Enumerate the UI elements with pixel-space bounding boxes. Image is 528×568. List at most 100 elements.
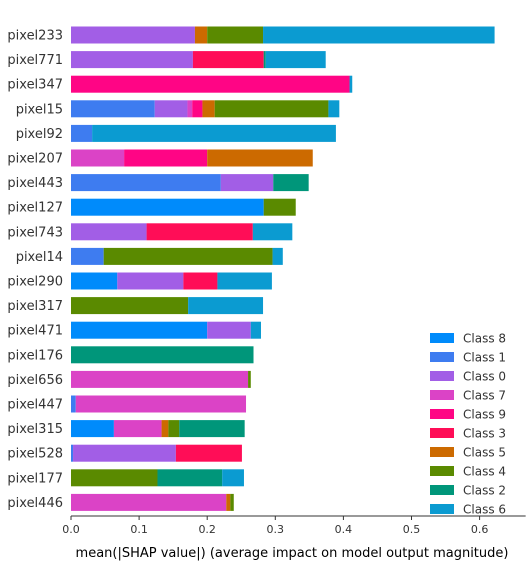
- y-tick-labels: pixel233 pixel771 pixel347 pixel15 pixel92 pi…: [7, 29, 63, 511]
- bar-pixel528-class-1: [71, 444, 74, 462]
- bar-pixel290-class-8: [71, 272, 118, 290]
- bar-pixel177-class-2: [157, 469, 223, 487]
- bar-pixel771-class-3: [192, 51, 264, 69]
- bar-pixel14-class-1: [71, 247, 104, 265]
- bar-pixel471-class-0: [207, 321, 251, 339]
- y-tick-label-pixel177: pixel177: [7, 471, 63, 486]
- legend-label-class-9: Class 9: [463, 408, 506, 422]
- bar-pixel771-class-6: [265, 51, 326, 69]
- bars-group: [71, 26, 495, 511]
- legend-label-class-6: Class 6: [463, 503, 506, 517]
- bar-pixel743-class-6: [252, 223, 293, 241]
- bar-pixel15-class-5: [202, 100, 215, 118]
- bar-pixel443-class-1: [71, 174, 221, 192]
- bar-pixel771-class-0: [71, 51, 193, 69]
- x-tick-label: 0.0: [62, 523, 80, 536]
- bar-pixel315-class-2: [179, 420, 245, 438]
- bar-pixel771-class-2: [263, 51, 266, 69]
- x-tick-label: 0.1: [130, 523, 148, 536]
- bar-pixel233-class-6: [263, 26, 495, 44]
- y-tick-label-pixel92: pixel92: [16, 127, 63, 142]
- bar-pixel315-class-8: [71, 420, 114, 438]
- y-tick-label-pixel446: pixel446: [7, 496, 63, 511]
- legend: Class 8 Class 1 Class 0 Class 7 Class 9 Class…: [430, 332, 506, 517]
- bar-pixel446-class-7: [71, 493, 227, 511]
- x-axis-label: mean(|SHAP value|) (average impact on mo…: [76, 546, 509, 561]
- bar-pixel92-class-6: [92, 124, 336, 142]
- y-tick-label-pixel317: pixel317: [7, 299, 63, 314]
- y-tick-label-pixel207: pixel207: [7, 152, 63, 167]
- y-tick-label-pixel656: pixel656: [7, 373, 63, 388]
- legend-swatch-class-4: [430, 466, 454, 476]
- bar-pixel15-class-1: [71, 100, 155, 118]
- bar-pixel233-class-5: [194, 26, 208, 44]
- bar-pixel290-class-0: [117, 272, 184, 290]
- x-tick-label: 0.2: [198, 523, 216, 536]
- y-tick-label-pixel176: pixel176: [7, 348, 63, 363]
- y-tick-label-pixel290: pixel290: [7, 275, 63, 290]
- bar-pixel207-class-5: [207, 149, 313, 167]
- bar-pixel177-class-6: [222, 469, 244, 487]
- bar-pixel447-class-1: [71, 395, 76, 413]
- bar-pixel207-class-9: [124, 149, 208, 167]
- bar-pixel92-class-1: [71, 124, 93, 142]
- x-tick-label: 0.5: [403, 523, 421, 536]
- bar-pixel347-class-6: [349, 75, 353, 93]
- bar-pixel656-class-4: [248, 370, 251, 388]
- legend-label-class-3: Class 3: [463, 427, 506, 441]
- legend-swatch-class-2: [430, 485, 454, 495]
- y-tick-label-pixel471: pixel471: [7, 324, 63, 339]
- x-tick-label: 0.3: [267, 523, 285, 536]
- bar-pixel233-class-4: [207, 26, 264, 44]
- bar-pixel127-class-4: [263, 198, 296, 216]
- bar-pixel443-class-2: [273, 174, 309, 192]
- x-tick-label: 0.6: [471, 523, 489, 536]
- bar-pixel471-class-6: [250, 321, 261, 339]
- bar-pixel15-class-7: [187, 100, 193, 118]
- bar-pixel15-class-4: [214, 100, 329, 118]
- y-tick-label-pixel233: pixel233: [7, 29, 63, 44]
- bar-pixel177-class-4: [71, 469, 158, 487]
- legend-swatch-class-8: [430, 333, 454, 343]
- bar-pixel447-class-7: [75, 395, 247, 413]
- bar-pixel443-class-0: [220, 174, 274, 192]
- legend-label-class-4: Class 4: [463, 465, 506, 479]
- legend-swatch-class-9: [430, 409, 454, 419]
- y-tick-label-pixel14: pixel14: [16, 250, 63, 265]
- legend-swatch-class-0: [430, 371, 454, 381]
- legend-swatch-class-6: [430, 504, 454, 514]
- legend-swatch-class-1: [430, 352, 454, 362]
- legend-label-class-8: Class 8: [463, 332, 506, 346]
- bar-pixel233-class-0: [71, 26, 195, 44]
- x-tick-label: 0.4: [335, 523, 353, 536]
- bar-pixel176-class-2: [71, 346, 254, 364]
- y-tick-label-pixel443: pixel443: [7, 176, 63, 191]
- legend-label-class-0: Class 0: [463, 370, 506, 384]
- bar-pixel290-class-6: [217, 272, 272, 290]
- y-tick-label-pixel315: pixel315: [7, 422, 63, 437]
- legend-swatch-class-7: [430, 390, 454, 400]
- bar-pixel15-class-0: [154, 100, 188, 118]
- y-tick-label-pixel15: pixel15: [16, 102, 63, 117]
- y-tick-label-pixel447: pixel447: [7, 398, 63, 413]
- legend-label-class-7: Class 7: [463, 389, 506, 403]
- bar-pixel743-class-0: [71, 223, 147, 241]
- bar-pixel290-class-3: [183, 272, 218, 290]
- y-tick-label-pixel528: pixel528: [7, 447, 63, 462]
- bar-pixel446-class-5: [226, 493, 231, 511]
- bar-pixel15-class-9: [192, 100, 203, 118]
- bar-pixel446-class-4: [230, 493, 234, 511]
- y-tick-label-pixel127: pixel127: [7, 201, 63, 216]
- bar-pixel315-class-7: [113, 420, 162, 438]
- legend-label-class-1: Class 1: [463, 351, 506, 365]
- x-axis: 0.0 0.1 0.2 0.3 0.4 0.5 0.6: [62, 515, 526, 536]
- bar-pixel14-class-4: [103, 247, 273, 265]
- bar-pixel528-class-0: [73, 444, 176, 462]
- y-tick-label-pixel743: pixel743: [7, 225, 63, 240]
- bar-pixel315-class-5: [161, 420, 169, 438]
- bar-pixel743-class-3: [146, 223, 253, 241]
- legend-swatch-class-5: [430, 447, 454, 457]
- bar-pixel317-class-6: [188, 297, 264, 315]
- bar-pixel207-class-7: [71, 149, 125, 167]
